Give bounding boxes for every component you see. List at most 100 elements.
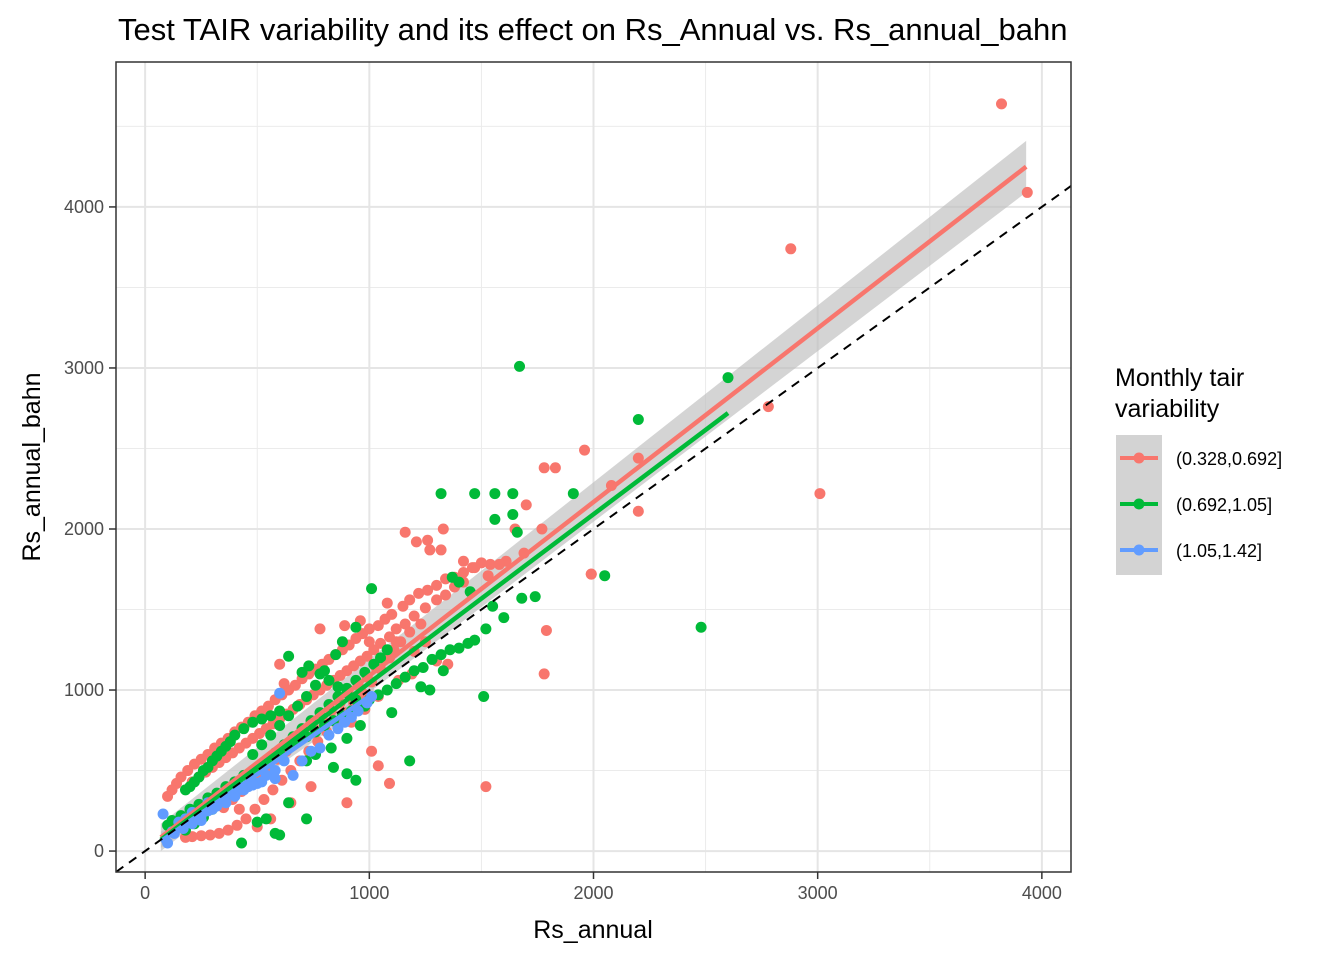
data-point — [431, 579, 443, 591]
x-tick-label: 0 — [140, 883, 150, 903]
data-point — [399, 618, 411, 630]
data-point — [567, 488, 579, 500]
x-axis: 0 1000 2000 3000 4000 — [140, 872, 1062, 903]
data-point — [415, 618, 427, 630]
data-point — [283, 650, 295, 662]
data-point — [399, 526, 411, 538]
data-point — [256, 739, 268, 751]
data-point — [383, 777, 395, 789]
data-point — [267, 784, 279, 796]
data-point — [484, 558, 496, 570]
y-tick-label: 4000 — [64, 197, 104, 217]
data-point — [274, 829, 286, 841]
data-point — [386, 707, 398, 719]
x-tick-label: 3000 — [798, 883, 838, 903]
data-point — [301, 690, 313, 702]
data-point — [332, 681, 344, 693]
data-point — [520, 499, 532, 511]
data-point — [296, 755, 308, 767]
identity-reference-line — [115, 185, 1072, 873]
data-point — [287, 769, 299, 781]
y-tick-label: 3000 — [64, 358, 104, 378]
data-point — [213, 827, 225, 839]
data-point — [462, 637, 474, 649]
data-point — [408, 665, 420, 677]
data-point — [507, 509, 519, 521]
data-point — [549, 462, 561, 474]
y-tick-label: 0 — [94, 841, 104, 861]
data-point — [397, 600, 409, 612]
data-point — [283, 710, 295, 722]
data-point — [323, 674, 335, 686]
data-point — [404, 755, 416, 767]
x-axis-title: Rs_annual — [533, 916, 653, 944]
grid-lines — [116, 62, 1071, 872]
data-point — [269, 765, 281, 777]
data-point — [274, 687, 286, 699]
legend-key-point — [1133, 498, 1145, 510]
data-point — [341, 732, 353, 744]
legend-label: (1.05,1.42] — [1176, 541, 1262, 561]
data-point — [249, 803, 261, 815]
data-point — [493, 558, 505, 570]
data-point — [538, 668, 550, 680]
legend-label: (0.328,0.692] — [1176, 449, 1282, 469]
legend-keys: (0.328,0.692] (0.692,1.05] (1.05,1.42] — [1116, 435, 1282, 575]
data-point — [422, 584, 434, 596]
data-point — [404, 626, 416, 638]
data-point — [422, 534, 434, 546]
data-point — [632, 452, 644, 464]
data-point — [256, 776, 268, 788]
data-point — [350, 621, 362, 633]
data-point — [327, 761, 339, 773]
data-point — [814, 488, 826, 500]
data-point — [516, 592, 528, 604]
data-point — [632, 413, 644, 425]
y-tick-label: 1000 — [64, 680, 104, 700]
regression-line — [159, 164, 1028, 840]
data-point — [258, 794, 270, 806]
data-point — [489, 513, 501, 525]
data-point — [453, 576, 465, 588]
data-point — [390, 636, 402, 648]
data-point — [413, 587, 425, 599]
data-point — [489, 488, 501, 500]
data-point — [236, 837, 248, 849]
confidence-ribbon — [160, 140, 1027, 852]
data-point — [415, 681, 427, 693]
data-point — [222, 824, 234, 836]
data-point — [785, 243, 797, 255]
data-point — [363, 636, 375, 648]
data-point — [390, 623, 402, 635]
data-point — [431, 594, 443, 606]
regression-line — [159, 411, 730, 842]
data-point — [1021, 186, 1033, 198]
data-point — [204, 829, 216, 841]
y-axis-title: Rs_annual_bahn — [18, 372, 46, 561]
x-tick-label: 1000 — [349, 883, 389, 903]
data-point — [417, 661, 429, 673]
data-point — [339, 620, 351, 632]
data-point — [585, 568, 597, 580]
data-point — [426, 653, 438, 665]
data-point — [478, 690, 490, 702]
data-point — [305, 745, 317, 757]
legend-key-point — [1133, 544, 1145, 556]
data-point — [529, 591, 541, 603]
data-point — [480, 781, 492, 793]
data-point — [274, 705, 286, 717]
data-point — [469, 562, 481, 574]
regression-lines — [159, 164, 1028, 844]
data-point — [247, 779, 259, 791]
data-point — [157, 808, 169, 820]
data-point — [482, 570, 494, 582]
data-point — [305, 781, 317, 793]
data-point — [599, 570, 611, 582]
data-point — [538, 462, 550, 474]
data-point — [325, 742, 337, 754]
data-point — [231, 819, 243, 831]
data-point — [381, 684, 393, 696]
data-point — [480, 623, 492, 635]
data-point — [437, 523, 449, 535]
data-point — [419, 602, 431, 614]
